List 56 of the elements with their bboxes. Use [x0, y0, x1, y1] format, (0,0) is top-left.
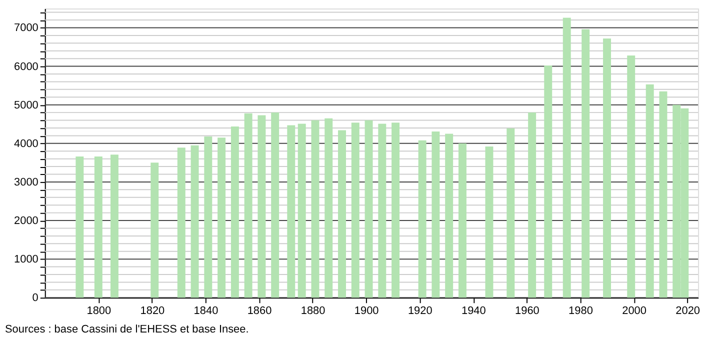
- x-tick-label: 1960: [515, 305, 540, 318]
- bar: [110, 154, 118, 298]
- x-tick-label: 1840: [194, 305, 218, 318]
- bar: [485, 146, 494, 298]
- x-tick-label: 1900: [354, 305, 379, 318]
- bar: [364, 120, 373, 298]
- bar: [392, 122, 400, 298]
- bar: [311, 120, 320, 298]
- y-tick-label: 0: [32, 292, 38, 304]
- bar: [94, 156, 102, 298]
- bar: [445, 134, 454, 298]
- x-tick-label: 1940: [461, 305, 486, 318]
- bar: [506, 128, 515, 298]
- y-tick-label: 5000: [14, 99, 38, 112]
- bar: [287, 125, 296, 298]
- x-tick-label: 1820: [140, 305, 165, 318]
- x-tick-label: 1800: [86, 305, 112, 318]
- bar: [378, 124, 386, 298]
- y-tick-label: 1000: [14, 254, 38, 266]
- bar: [646, 84, 654, 298]
- bar: [659, 91, 668, 298]
- x-tick-label: 1980: [568, 305, 593, 318]
- y-tick-label: 7000: [14, 22, 38, 34]
- y-tick-label: 4000: [14, 138, 38, 150]
- source-note: Sources : base Cassini de l'EHESS et base Insee.: [4, 324, 249, 336]
- bar: [204, 136, 212, 298]
- bar: [338, 130, 346, 298]
- bar: [271, 112, 280, 298]
- bar: [244, 113, 252, 298]
- bar: [76, 156, 84, 298]
- bar: [544, 66, 552, 298]
- bar: [458, 143, 466, 298]
- bar: [432, 131, 440, 298]
- bar: [351, 122, 360, 298]
- bar: [324, 118, 333, 298]
- bar: [418, 140, 426, 298]
- x-tick-label: 2000: [622, 305, 646, 318]
- y-tick-label: 3000: [14, 176, 38, 188]
- y-tick-label: 6000: [14, 60, 38, 73]
- bar: [190, 145, 199, 298]
- bar: [258, 115, 266, 298]
- bar: [298, 124, 306, 298]
- x-tick-label: 1880: [300, 305, 326, 318]
- y-tick-label: 2000: [14, 215, 38, 228]
- bar: [562, 18, 571, 298]
- bar: [528, 112, 536, 298]
- bar: [230, 126, 239, 298]
- x-tick-label: 2020: [676, 305, 700, 318]
- bar: [603, 38, 612, 298]
- bar: [177, 148, 186, 298]
- bar: [218, 138, 226, 298]
- bar: [582, 29, 590, 298]
- bar: [627, 55, 636, 298]
- x-tick-label: 1920: [408, 305, 432, 318]
- x-tick-label: 1860: [247, 305, 272, 318]
- bar: [150, 162, 159, 298]
